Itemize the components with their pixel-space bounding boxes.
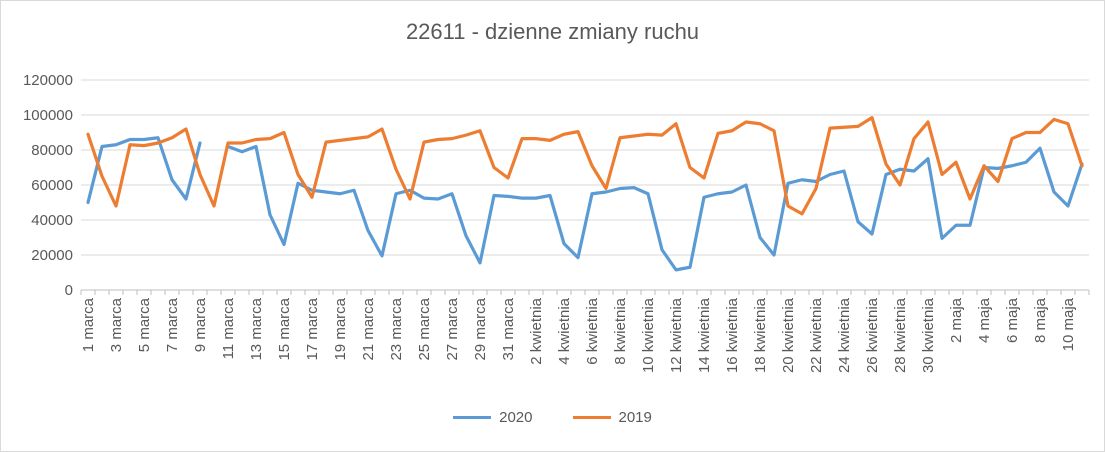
- x-tick-label: 25 marca: [416, 297, 433, 360]
- x-tick-label: 13 marca: [248, 297, 265, 360]
- y-tick-label: 60000: [31, 177, 73, 194]
- x-tick-label: 15 marca: [276, 297, 293, 360]
- chart-title: 22611 - dzienne zmiany ruchu: [405, 19, 700, 44]
- y-tick-label: 120000: [23, 72, 73, 89]
- x-tick-label: 11 marca: [220, 297, 237, 359]
- x-tick-label: 29 marca: [472, 297, 489, 360]
- legend-label: 2019: [618, 409, 652, 426]
- legend: 2020 2019: [1, 409, 1104, 426]
- x-tick-label: 2 maja: [948, 297, 965, 343]
- x-tick-label: 12 kwietnia: [668, 297, 685, 373]
- x-tick-label: 6 kwietnia: [584, 297, 601, 364]
- x-tick-label: 3 marca: [108, 297, 125, 352]
- x-tick-label: 17 marca: [304, 297, 321, 360]
- x-tick-label: 7 marca: [164, 297, 181, 352]
- x-tick-label: 31 marca: [500, 297, 517, 360]
- x-tick-label: 4 maja: [976, 297, 993, 343]
- x-tick-label: 23 marca: [388, 297, 405, 360]
- y-tick-label: 80000: [31, 142, 73, 159]
- x-tick-label: 26 kwietnia: [864, 297, 881, 373]
- x-tick-label: 2 kwietnia: [528, 297, 545, 364]
- x-tick-label: 18 kwietnia: [752, 297, 769, 373]
- series-lines: [86, 116, 1084, 272]
- x-tick-label: 27 marca: [444, 297, 461, 360]
- x-tick-label: 24 kwietnia: [836, 297, 853, 373]
- x-tick-label: 21 marca: [360, 297, 377, 360]
- x-tick-label: 10 maja: [1060, 297, 1077, 351]
- legend-swatch: [453, 416, 492, 419]
- x-tick-label: 19 marca: [332, 297, 349, 360]
- y-tick-labels: 0 20000 40000 60000 80000 100000 120000: [23, 72, 73, 299]
- legend-item-2020: 2020: [453, 409, 533, 426]
- x-tick-label: 30 kwietnia: [920, 297, 937, 373]
- x-tick-label: 28 kwietnia: [892, 297, 909, 373]
- x-tick-label: 20 kwietnia: [780, 297, 797, 373]
- series-line-2019: [86, 116, 1084, 216]
- legend-label: 2020: [499, 409, 533, 426]
- x-tick-label: 14 kwietnia: [696, 297, 713, 373]
- x-tick-label: 22 kwietnia: [808, 297, 825, 373]
- x-tick-label: 5 marca: [136, 297, 153, 352]
- x-tick-label: 4 kwietnia: [556, 297, 573, 364]
- x-tick-label: 1 marca: [80, 297, 97, 352]
- x-tick-labels: 1 marca 3 marca 5 marca 7 marca 9 marca 11 ma…: [80, 297, 1077, 373]
- legend-swatch: [572, 416, 611, 419]
- x-tick-label: 6 maja: [1004, 297, 1021, 343]
- series-line-2020: [86, 136, 1084, 272]
- x-tick-label: 9 marca: [192, 297, 209, 352]
- x-tick-label: 10 kwietnia: [640, 297, 657, 373]
- x-tick-label: 16 kwietnia: [724, 297, 741, 373]
- y-tick-label: 100000: [23, 107, 73, 124]
- x-tick-label: 8 kwietnia: [612, 297, 629, 364]
- y-tick-label: 40000: [31, 212, 73, 229]
- y-tick-label: 0: [65, 282, 73, 299]
- axes: [80, 289, 1090, 295]
- x-tick-label: 8 maja: [1032, 297, 1049, 343]
- legend-item-2019: 2019: [572, 409, 652, 426]
- y-tick-label: 20000: [31, 247, 73, 264]
